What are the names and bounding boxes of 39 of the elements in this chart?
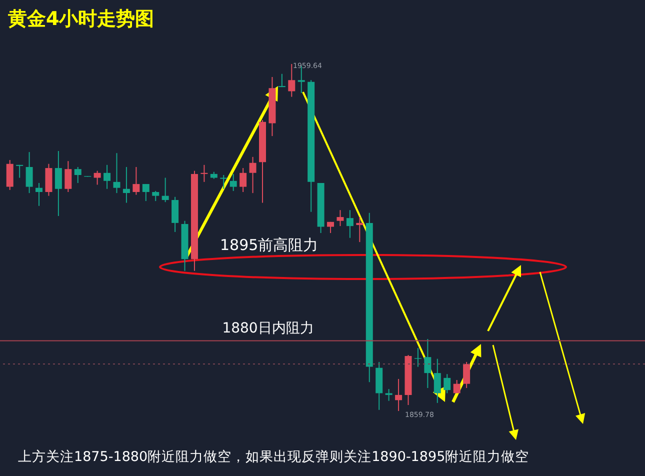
candlestick <box>132 166 140 196</box>
candlestick <box>434 358 441 404</box>
candlestick <box>16 164 24 178</box>
candlestick <box>122 166 130 204</box>
candlestick <box>36 182 43 206</box>
candlestick <box>142 184 150 202</box>
candlestick <box>54 150 62 216</box>
candlestick <box>453 380 460 394</box>
text: 上方关注1875-1880附近阻力做空，如果出现反弹则关注1890-1895附近阻力做空 <box>18 448 530 466</box>
candlestick <box>26 152 33 194</box>
candlestick <box>172 196 179 232</box>
candlestick <box>444 374 451 394</box>
candlestick <box>45 163 52 196</box>
candlestick <box>200 164 208 182</box>
candlestick <box>346 210 354 238</box>
ref-line-label: 1880日内阻力 <box>222 320 314 337</box>
candlestick <box>356 216 364 243</box>
candlestick <box>74 166 82 184</box>
candlestick <box>240 168 247 193</box>
candlestick <box>64 160 72 193</box>
candlestick <box>336 210 344 227</box>
candlestick <box>162 177 169 203</box>
candlestick <box>278 73 286 88</box>
candlestick <box>385 388 392 402</box>
chart-title: 黄金4小时走势图 <box>8 7 154 32</box>
candlestick <box>414 348 422 368</box>
candlestick <box>463 361 470 388</box>
candlestick <box>230 173 237 192</box>
candlestick <box>113 152 120 194</box>
candlestick <box>424 338 432 388</box>
annotation: 1895前高阻力 <box>220 236 318 255</box>
candlestick <box>395 378 402 412</box>
candlestick <box>94 170 101 186</box>
candlestick <box>6 160 14 190</box>
candlestick <box>249 156 256 194</box>
candlestick <box>104 164 111 190</box>
candlestick <box>220 174 228 190</box>
candlestick <box>152 190 160 202</box>
candlestick <box>288 64 296 98</box>
